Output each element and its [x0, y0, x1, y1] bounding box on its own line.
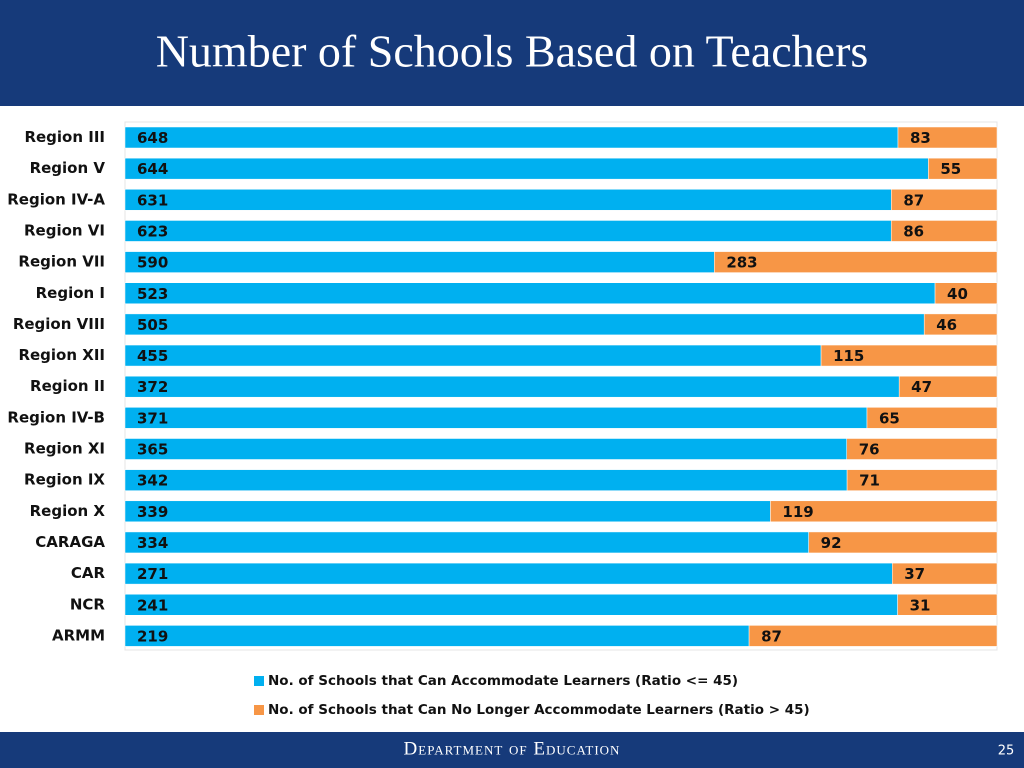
bar-segment	[898, 375, 998, 398]
value-label: 590	[137, 254, 168, 272]
value-label: 644	[137, 160, 168, 178]
category-label: Region VIII	[13, 315, 105, 333]
page-number: 25	[998, 744, 1015, 759]
value-label: 365	[137, 441, 168, 459]
category-label: Region IV-A	[7, 190, 105, 208]
value-label: 271	[137, 565, 168, 583]
category-label: Region X	[30, 502, 106, 520]
bar-segment	[770, 500, 998, 523]
value-label: 115	[833, 347, 864, 365]
value-label: 87	[903, 191, 924, 209]
bar-segment	[748, 625, 998, 647]
bar-segment	[124, 594, 898, 616]
footer-band	[0, 732, 1024, 768]
bar-segment	[124, 220, 892, 242]
category-label: Region I	[36, 284, 105, 302]
category-label: Region XI	[24, 440, 105, 458]
bar-segment	[846, 438, 998, 460]
bar-segment	[124, 438, 847, 460]
value-label: 92	[821, 534, 842, 552]
bar-segment	[928, 157, 998, 180]
value-label: 339	[137, 503, 168, 521]
value-label: 76	[859, 441, 880, 459]
bar-segment	[124, 282, 936, 304]
category-label: Region VI	[24, 221, 105, 239]
bar-segment	[124, 625, 750, 647]
value-label: 523	[137, 285, 168, 303]
category-label: CAR	[71, 564, 106, 582]
bar-segment	[124, 126, 899, 149]
bar-segment	[808, 531, 998, 554]
value-label: 455	[137, 347, 168, 365]
bar-segment	[124, 562, 893, 585]
value-label: 631	[137, 191, 168, 209]
value-label: 47	[911, 378, 932, 396]
value-label: 31	[910, 596, 931, 614]
value-label: 283	[726, 254, 757, 272]
value-label: 505	[137, 316, 168, 334]
bar-segment	[866, 407, 998, 429]
bar-segment	[124, 157, 929, 180]
legend-label: No. of Schools that Can Accommodate Lear…	[268, 673, 738, 689]
header-band	[0, 0, 1024, 106]
bar-segment	[897, 594, 998, 616]
category-label: CARAGA	[35, 533, 105, 551]
bar-segment	[934, 282, 998, 304]
value-label: 623	[137, 222, 168, 240]
value-label: 87	[761, 627, 782, 645]
value-label: 241	[137, 596, 168, 614]
category-label: ARMM	[52, 626, 105, 644]
value-label: 83	[910, 129, 931, 147]
bar-segment	[124, 375, 900, 398]
footer-org: Department of Education	[404, 738, 621, 759]
bar-segment	[820, 344, 998, 367]
bar-segment	[846, 469, 998, 491]
bar-segment	[124, 189, 892, 211]
category-label: Region IV-B	[7, 408, 105, 426]
value-label: 334	[137, 534, 168, 552]
category-label: Region III	[24, 128, 105, 146]
value-label: 86	[903, 222, 924, 240]
value-label: 46	[936, 316, 957, 334]
value-label: 219	[137, 627, 168, 645]
category-label: Region V	[30, 159, 106, 177]
bar-segment	[124, 251, 715, 273]
legend-swatch	[254, 705, 264, 715]
value-label: 372	[137, 378, 168, 396]
bar-segment	[923, 313, 998, 336]
legend-label: No. of Schools that Can No Longer Accomm…	[268, 702, 810, 718]
value-label: 119	[782, 503, 813, 521]
value-label: 648	[137, 129, 168, 147]
value-label: 37	[904, 565, 925, 583]
bar-segment	[124, 407, 868, 429]
value-label: 342	[137, 472, 168, 490]
bar-segment	[891, 189, 998, 211]
bar-segment	[124, 313, 925, 336]
value-label: 65	[879, 409, 900, 427]
category-label: Region VII	[18, 253, 105, 271]
category-label: Region II	[30, 377, 105, 395]
bar-segment	[891, 562, 998, 585]
value-label: 40	[947, 285, 968, 303]
value-label: 55	[940, 160, 961, 178]
bar-segment	[124, 500, 771, 523]
bar-segment	[890, 220, 998, 242]
legend-swatch	[254, 676, 264, 686]
category-label: Region XII	[18, 346, 105, 364]
value-label: 71	[859, 472, 880, 490]
slide-title: Number of Schools Based on Teachers	[156, 26, 869, 77]
bar-segment	[897, 126, 998, 149]
bar-segment	[124, 531, 809, 554]
bar-segment	[714, 251, 998, 273]
category-label: Region IX	[24, 471, 105, 489]
category-label: NCR	[70, 595, 106, 613]
value-label: 371	[137, 409, 168, 427]
bar-segment	[124, 469, 848, 491]
bar-segment	[124, 344, 822, 367]
